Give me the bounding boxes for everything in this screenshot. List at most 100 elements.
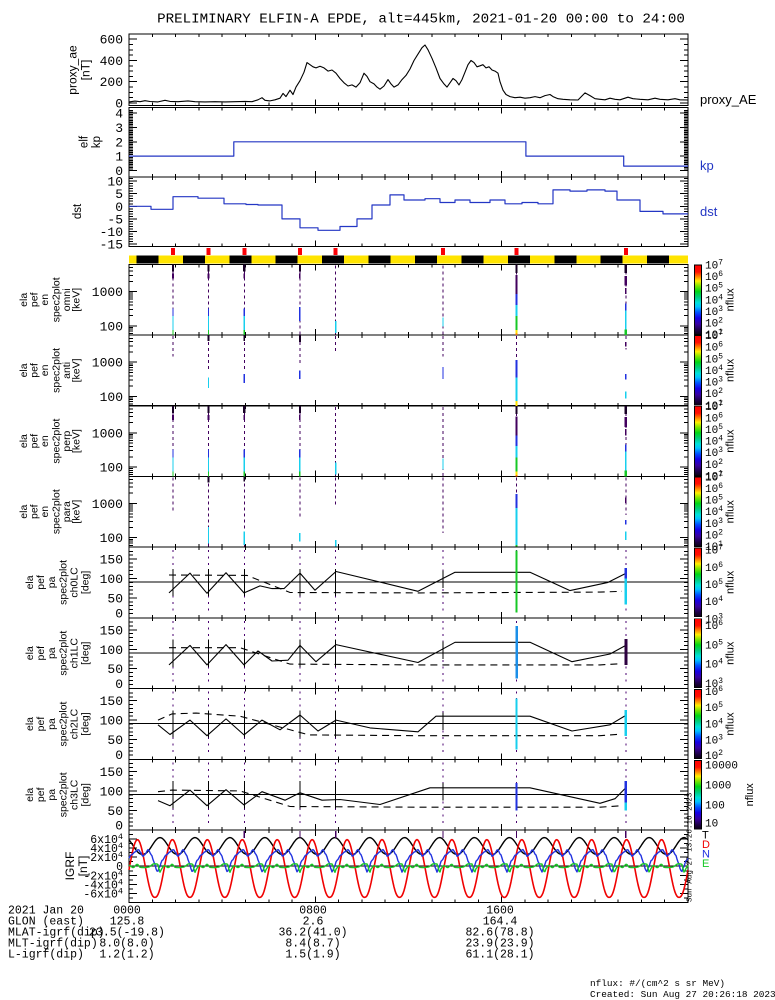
- svg-text:4x104: 4x104: [90, 841, 123, 856]
- svg-text:ela: ela: [24, 575, 36, 589]
- svg-text:ch3LC: ch3LC: [69, 779, 81, 810]
- svg-text:100: 100: [100, 319, 123, 334]
- svg-text:0: 0: [115, 164, 123, 179]
- svg-text:82.6(78.8): 82.6(78.8): [465, 927, 534, 940]
- svg-text:[deg]: [deg]: [80, 783, 92, 806]
- svg-text:PRELIMINARY ELFIN-A EPDE, alt=: PRELIMINARY ELFIN-A EPDE, alt=445km, 202…: [157, 12, 685, 28]
- svg-text:D: D: [702, 839, 710, 851]
- svg-text:0: 0: [115, 97, 123, 112]
- svg-text:0: 0: [116, 861, 123, 874]
- svg-text:pef: pef: [35, 717, 47, 732]
- svg-text:150: 150: [100, 694, 123, 709]
- svg-text:spec2plot: spec2plot: [58, 772, 70, 817]
- svg-text:5: 5: [115, 187, 123, 202]
- svg-text:1.2(1.2): 1.2(1.2): [99, 949, 154, 962]
- svg-text:nflux: nflux: [725, 500, 737, 524]
- svg-text:23.9(23.9): 23.9(23.9): [465, 938, 534, 951]
- svg-text:50: 50: [107, 591, 123, 606]
- svg-text:pef: pef: [29, 504, 41, 519]
- svg-text:10000: 10000: [705, 761, 738, 773]
- svg-text:0: 0: [115, 200, 123, 215]
- svg-text:1.5(1.9): 1.5(1.9): [285, 949, 340, 962]
- svg-text:pa: pa: [46, 718, 58, 730]
- svg-text:200: 200: [100, 75, 123, 90]
- svg-text:nflux: nflux: [725, 570, 737, 594]
- svg-text:pef: pef: [29, 363, 41, 378]
- svg-text:150: 150: [100, 765, 123, 780]
- svg-text:164.4: 164.4: [483, 916, 518, 929]
- svg-text:-5: -5: [107, 212, 123, 227]
- svg-text:proxy_AE: proxy_AE: [700, 92, 757, 107]
- svg-text:en: en: [39, 506, 51, 518]
- svg-text:N: N: [702, 849, 710, 861]
- svg-text:spec2plot: spec2plot: [51, 277, 63, 322]
- svg-text:ch0LC: ch0LC: [69, 567, 81, 598]
- svg-text:nflux: nflux: [725, 429, 737, 453]
- svg-text:2.6: 2.6: [303, 916, 324, 929]
- svg-text:IGRF: IGRF: [63, 852, 77, 881]
- svg-text:ela: ela: [18, 505, 30, 519]
- svg-text:spec2plot: spec2plot: [51, 419, 63, 464]
- svg-text:dst: dst: [72, 203, 84, 219]
- svg-text:spec2plot: spec2plot: [51, 348, 63, 393]
- svg-text:0: 0: [115, 819, 123, 834]
- svg-text:MLAT-igrf(dip): MLAT-igrf(dip): [8, 927, 105, 940]
- svg-text:pa: pa: [46, 789, 58, 801]
- svg-text:0000: 0000: [113, 905, 141, 918]
- svg-text:1000: 1000: [92, 356, 123, 371]
- svg-text:pef: pef: [29, 292, 41, 307]
- svg-text:nflux: #/(cm^2 s sr MeV): nflux: #/(cm^2 s sr MeV): [590, 978, 725, 989]
- svg-text:1000: 1000: [92, 497, 123, 512]
- svg-text:nflux: nflux: [725, 288, 737, 312]
- svg-text:pef: pef: [35, 575, 47, 590]
- svg-text:10: 10: [705, 819, 718, 831]
- svg-text:100: 100: [100, 531, 123, 546]
- svg-text:100: 100: [100, 643, 123, 658]
- svg-text:nflux: nflux: [725, 641, 737, 665]
- svg-text:T: T: [702, 830, 709, 842]
- svg-text:61.1(28.1): 61.1(28.1): [465, 949, 534, 962]
- svg-text:[deg]: [deg]: [80, 641, 92, 664]
- svg-text:50: 50: [107, 733, 123, 748]
- svg-text:kp: kp: [700, 158, 714, 173]
- svg-text:8.4(8.7): 8.4(8.7): [285, 938, 340, 951]
- svg-text:150: 150: [100, 623, 123, 638]
- svg-text:600: 600: [100, 33, 123, 48]
- svg-text:GLON (east): GLON (east): [8, 916, 84, 929]
- svg-text:[keV]: [keV]: [71, 358, 83, 382]
- svg-text:100: 100: [100, 784, 123, 799]
- svg-text:400: 400: [100, 54, 123, 69]
- svg-text:100: 100: [100, 461, 123, 476]
- svg-text:0: 0: [115, 677, 123, 692]
- svg-text:pef: pef: [29, 434, 41, 449]
- svg-text:8.0(8.0): 8.0(8.0): [99, 938, 154, 951]
- svg-text:-10: -10: [100, 225, 123, 240]
- svg-text:nflux: nflux: [725, 358, 737, 382]
- svg-text:nflux: nflux: [725, 712, 737, 736]
- svg-text:[keV]: [keV]: [71, 500, 83, 524]
- svg-text:3: 3: [115, 121, 123, 136]
- svg-text:ela: ela: [18, 293, 30, 307]
- svg-text:ela: ela: [18, 363, 30, 377]
- svg-text:para: para: [61, 501, 73, 522]
- svg-text:100: 100: [100, 572, 123, 587]
- svg-text:2x104: 2x104: [90, 850, 123, 865]
- svg-text:1600: 1600: [486, 905, 514, 918]
- svg-text:50: 50: [107, 804, 123, 819]
- svg-text:E: E: [702, 858, 709, 870]
- svg-text:1000: 1000: [705, 781, 731, 793]
- svg-text:anti: anti: [61, 362, 73, 379]
- svg-text:perp: perp: [61, 430, 73, 451]
- svg-text:150: 150: [100, 553, 123, 568]
- svg-text:spec2plot: spec2plot: [58, 701, 70, 746]
- svg-text:0: 0: [115, 748, 123, 763]
- svg-text:0800: 0800: [299, 905, 327, 918]
- svg-text:elf: elf: [79, 135, 91, 148]
- svg-text:36.2(41.0): 36.2(41.0): [278, 927, 347, 940]
- svg-text:-15: -15: [100, 238, 123, 253]
- svg-text:125.8: 125.8: [110, 916, 145, 929]
- svg-text:MLT-igrf(dip): MLT-igrf(dip): [8, 938, 98, 951]
- svg-text:23.5(-19.8): 23.5(-19.8): [89, 927, 165, 940]
- svg-text:en: en: [39, 435, 51, 447]
- svg-text:ela: ela: [24, 646, 36, 660]
